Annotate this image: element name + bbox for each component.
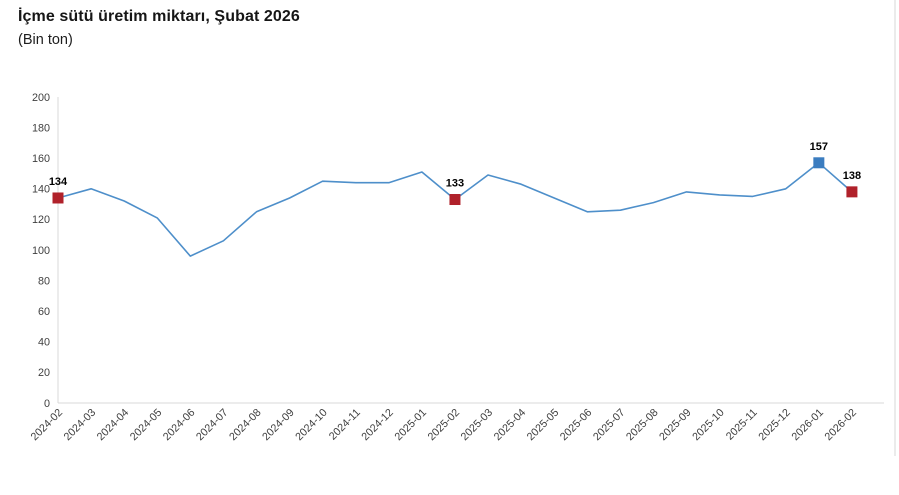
data-point-marker[interactable]	[846, 186, 858, 198]
x-axis-tick-label: 2025-06	[558, 407, 595, 444]
y-axis-tick-label: 120	[32, 214, 50, 226]
y-axis-tick-label: 0	[44, 398, 50, 410]
x-axis-tick-label: 2024-05	[128, 407, 165, 444]
x-axis-tick-label: 2024-10	[293, 407, 330, 444]
x-axis-tick-label: 2025-03	[459, 407, 496, 444]
chart-subtitle: (Bin ton)	[18, 32, 73, 48]
y-axis-tick-label: 60	[38, 306, 50, 318]
x-axis-tick-label: 2025-07	[591, 407, 628, 444]
data-point-marker[interactable]	[52, 192, 64, 204]
panel-right-border	[894, 0, 896, 456]
x-axis-tick-label: 2026-01	[789, 407, 826, 444]
data-point-label: 133	[446, 178, 464, 190]
data-point-label: 134	[49, 176, 68, 188]
x-axis-tick-label: 2025-11	[724, 407, 760, 443]
data-point-label: 157	[810, 141, 828, 153]
y-axis-tick-label: 100	[32, 245, 50, 257]
x-axis-tick-label: 2025-12	[756, 407, 793, 444]
x-axis-tick-label: 2024-02	[29, 407, 66, 444]
x-axis-tick-label: 2025-02	[426, 407, 463, 444]
x-axis-tick-label: 2026-02	[823, 407, 860, 444]
x-axis-tick-label: 2025-10	[690, 407, 727, 444]
y-axis-tick-label: 200	[32, 92, 50, 104]
x-axis-tick-label: 2025-09	[657, 407, 694, 444]
x-axis-tick-label: 2025-05	[525, 407, 562, 444]
data-point-marker[interactable]	[449, 194, 461, 206]
data-point-label: 138	[843, 170, 861, 182]
y-axis-tick-label: 160	[32, 153, 50, 165]
x-axis-tick-label: 2024-12	[359, 407, 396, 444]
x-axis-tick-label: 2024-08	[227, 407, 264, 444]
x-axis-tick-label: 2024-03	[62, 407, 99, 444]
x-axis-tick-label: 2024-07	[194, 407, 231, 444]
x-axis-tick-label: 2025-04	[492, 407, 529, 444]
y-axis-tick-label: 40	[38, 337, 50, 349]
x-axis-tick-label: 2025-08	[624, 407, 661, 444]
y-axis-tick-label: 180	[32, 122, 50, 134]
chart-header: İçme sütü üretim miktarı, Şubat 2026 (Bi…	[18, 8, 300, 48]
x-axis-tick-label: 2024-11	[327, 407, 363, 443]
y-axis-tick-label: 80	[38, 275, 50, 287]
x-axis-tick-label: 2024-09	[260, 407, 297, 444]
y-axis-tick-label: 140	[32, 184, 50, 196]
x-axis-tick-label: 2024-04	[95, 407, 132, 444]
x-axis-tick-label: 2025-01	[392, 407, 429, 444]
chart-title: İçme sütü üretim miktarı, Şubat 2026	[18, 8, 300, 25]
data-point-marker[interactable]	[813, 157, 825, 169]
y-axis-tick-label: 20	[38, 367, 50, 379]
x-axis-tick-label: 2024-06	[161, 407, 198, 444]
